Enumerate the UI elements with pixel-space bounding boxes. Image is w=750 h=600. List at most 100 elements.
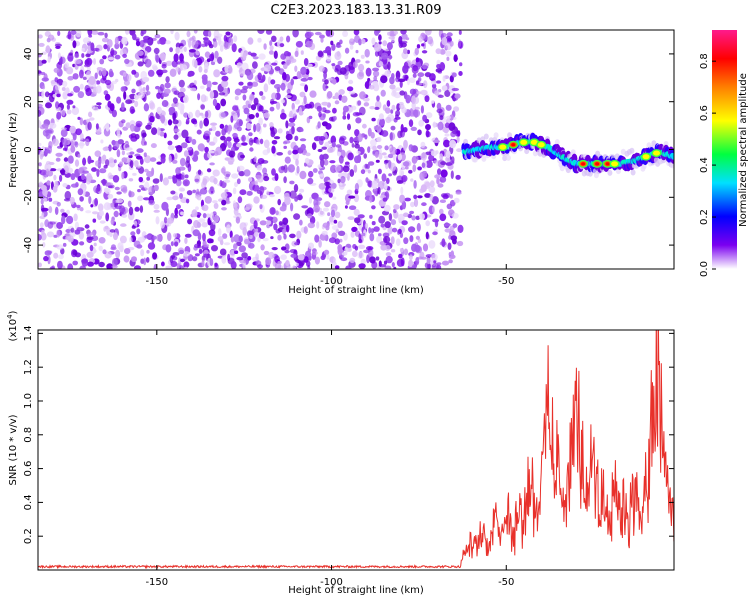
- noise-speckle: [233, 243, 238, 249]
- noise-speckle: [456, 148, 462, 153]
- noise-speckle: [238, 170, 245, 177]
- noise-speckle: [70, 227, 75, 233]
- noise-speckle: [266, 190, 270, 196]
- noise-speckle: [115, 249, 121, 259]
- noise-speckle: [354, 217, 361, 224]
- noise-speckle: [184, 233, 192, 238]
- noise-speckle: [323, 249, 330, 255]
- noise-speckle: [115, 78, 119, 83]
- noise-speckle: [378, 148, 382, 155]
- noise-speckle: [201, 222, 208, 228]
- noise-speckle: [292, 149, 299, 155]
- noise-speckle: [142, 38, 149, 43]
- noise-speckle: [441, 260, 450, 266]
- noise-speckle: [361, 38, 366, 45]
- noise-speckle: [263, 250, 270, 256]
- noise-speckle: [79, 83, 84, 90]
- noise-speckle: [89, 244, 94, 252]
- noise-speckle: [108, 68, 113, 78]
- noise-speckle: [105, 79, 112, 86]
- noise-speckle: [236, 256, 244, 261]
- noise-speckle: [234, 250, 239, 254]
- noise-speckle: [372, 67, 380, 72]
- noise-speckle: [143, 257, 147, 266]
- noise-speckle: [263, 112, 270, 119]
- noise-speckle: [371, 180, 378, 190]
- noise-speckle: [102, 249, 107, 255]
- hotspot-mid: [530, 139, 538, 145]
- noise-speckle: [355, 117, 362, 124]
- noise-speckle: [283, 176, 287, 184]
- noise-speckle: [74, 159, 80, 167]
- noise-speckle: [67, 155, 74, 164]
- noise-speckle: [67, 53, 74, 62]
- noise-speckle: [223, 139, 228, 148]
- noise-speckle: [87, 261, 94, 267]
- noise-speckle: [374, 106, 380, 110]
- noise-speckle: [299, 219, 303, 226]
- noise-speckle: [307, 63, 313, 68]
- noise-speckle: [227, 125, 231, 135]
- noise-speckle: [53, 67, 60, 73]
- noise-speckle: [435, 48, 442, 55]
- noise-speckle: [398, 103, 405, 110]
- noise-speckle: [255, 174, 262, 179]
- noise-speckle: [216, 33, 223, 38]
- noise-speckle: [203, 243, 210, 248]
- noise-speckle: [47, 56, 51, 63]
- noise-speckle: [102, 146, 109, 152]
- noise-speckle: [346, 189, 353, 195]
- noise-speckle: [248, 177, 253, 182]
- noise-speckle: [381, 173, 387, 182]
- noise-speckle: [38, 182, 44, 186]
- noise-speckle: [221, 79, 229, 88]
- noise-speckle: [57, 52, 61, 59]
- noise-speckle: [445, 104, 452, 111]
- noise-speckle: [74, 141, 79, 148]
- noise-speckle: [448, 122, 456, 131]
- noise-speckle: [345, 265, 352, 269]
- noise-speckle: [384, 159, 390, 163]
- noise-speckle: [62, 183, 68, 188]
- noise-speckle: [358, 238, 363, 244]
- noise-speckle: [349, 44, 354, 50]
- noise-speckle: [277, 260, 282, 265]
- noise-speckle: [241, 62, 249, 72]
- noise-speckle: [385, 116, 392, 124]
- noise-speckle: [208, 229, 216, 237]
- y-tick-label: 1.2: [23, 359, 34, 375]
- noise-speckle: [259, 220, 267, 226]
- noise-speckle: [123, 79, 130, 86]
- noise-speckle: [355, 59, 361, 63]
- noise-speckle: [173, 128, 180, 133]
- noise-speckle: [370, 228, 375, 234]
- noise-speckle: [303, 58, 309, 66]
- noise-speckle: [104, 93, 111, 101]
- noise-speckle: [165, 76, 170, 83]
- noise-speckle: [56, 202, 61, 207]
- noise-speckle: [399, 248, 404, 253]
- noise-speckle: [40, 199, 44, 205]
- noise-speckle: [232, 113, 239, 121]
- noise-speckle: [86, 251, 94, 258]
- noise-speckle: [119, 235, 127, 244]
- noise-speckle: [112, 140, 120, 150]
- noise-speckle: [293, 213, 301, 220]
- noise-speckle: [159, 37, 167, 45]
- noise-speckle: [232, 132, 238, 138]
- noise-speckle: [196, 195, 202, 201]
- noise-speckle: [390, 219, 397, 226]
- noise-speckle: [352, 250, 358, 258]
- noise-speckle: [300, 77, 308, 82]
- noise-speckle: [239, 222, 247, 231]
- noise-speckle: [456, 136, 460, 143]
- noise-speckle: [459, 62, 463, 67]
- noise-speckle: [236, 118, 244, 127]
- noise-speckle: [128, 206, 134, 216]
- noise-speckle: [39, 222, 44, 228]
- x-tick-label: -150: [145, 276, 168, 287]
- noise-speckle: [221, 199, 227, 206]
- noise-speckle: [191, 138, 197, 145]
- noise-speckle: [397, 153, 403, 161]
- noise-speckle: [401, 175, 408, 182]
